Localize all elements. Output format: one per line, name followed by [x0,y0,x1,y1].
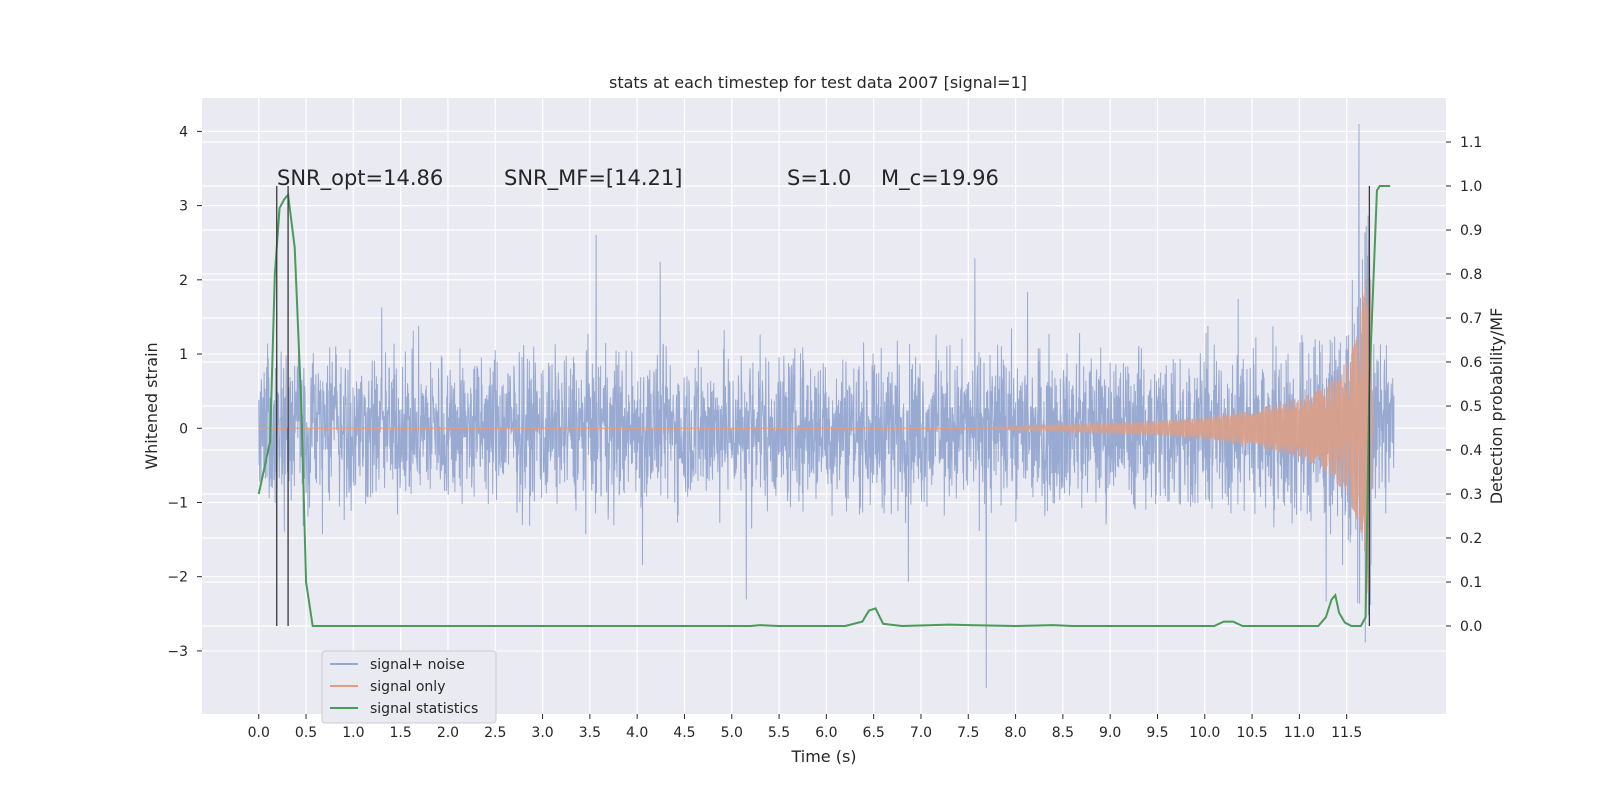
x-tick-label-15: 7.5 [957,725,979,741]
legend-label-statistics: signal statistics [370,701,478,717]
noise-series [258,123,1395,689]
noise-trace [258,123,1395,689]
x-axis-ticks: 0.0 0.5 1.0 1.5 2.0 2.5 3.0 3.5 4.0 4.5 5.0 5.5 6.0 6… [248,714,1362,741]
x-tick-label-6: 3.0 [531,725,553,741]
y-left-tick-label-5: 2 [179,273,188,289]
annotation-snr-opt: SNR_opt=14.86 [277,166,443,191]
annotations: SNR_opt=14.86 SNR_MF=[14.21] S=1.0 M_c=1… [277,166,999,191]
legend-label-signal: signal only [370,679,445,695]
x-tick-label-5: 2.5 [484,725,506,741]
y-right-tick-label-1: 0.1 [1460,575,1482,591]
x-tick-label-8: 4.0 [626,725,648,741]
y-left-tick-label-7: 4 [179,124,188,140]
legend: signal+ noise signal only signal statist… [321,650,497,724]
x-tick-label-10: 5.0 [721,725,743,741]
x-tick-label-21: 10.5 [1236,725,1267,741]
y-left-tick-label-1: −2 [167,570,188,586]
x-tick-label-14: 7.0 [910,725,932,741]
y-right-axis-ticks: 0.0 0.1 0.2 0.3 0.4 0.5 0.6 0.7 0.8 0.9 1.0 1.1 [1446,135,1482,635]
y-right-tick-label-6: 0.6 [1460,355,1482,371]
y-right-tick-label-2: 0.2 [1460,531,1482,547]
signal-series [258,243,1374,593]
x-tick-label-16: 8.0 [1004,725,1026,741]
x-tick-label-22: 11.0 [1284,725,1315,741]
y-right-tick-label-10: 1.0 [1460,179,1482,195]
x-tick-label-20: 10.0 [1189,725,1220,741]
x-tick-label-9: 4.5 [673,725,695,741]
y-left-tick-label-3: 0 [179,421,188,437]
y-right-tick-label-7: 0.7 [1460,311,1482,327]
x-tick-label-2: 1.0 [342,725,364,741]
x-tick-label-4: 2.0 [437,725,459,741]
x-tick-label-1: 0.5 [295,725,317,741]
y-right-tick-label-9: 0.9 [1460,223,1482,239]
x-tick-label-3: 1.5 [390,725,412,741]
y-right-tick-label-5: 0.5 [1460,399,1482,415]
y-left-tick-label-4: 1 [179,347,188,363]
annotation-s: S=1.0 [787,166,851,190]
y-right-axis-label: Detection probability/MF [1487,308,1506,505]
y-right-tick-label-3: 0.3 [1460,487,1482,503]
x-tick-label-23: 11.5 [1331,725,1362,741]
y-right-tick-label-11: 1.1 [1460,135,1482,151]
annotation-mc: M_c=19.96 [881,166,999,191]
x-tick-label-11: 5.5 [768,725,790,741]
y-right-tick-label-0: 0.0 [1460,619,1482,635]
x-tick-label-17: 8.5 [1052,725,1074,741]
signal-trace [258,243,1374,593]
annotation-snr-mf: SNR_MF=[14.21] [504,166,682,191]
statistics-trace [257,185,1391,628]
x-axis-label: Time (s) [790,747,856,766]
chart-title: stats at each timestep for test data 200… [609,73,1027,92]
y-left-tick-label-6: 3 [179,199,188,215]
x-tick-label-12: 6.0 [815,725,837,741]
y-left-tick-label-2: −1 [167,495,188,511]
y-right-tick-label-8: 0.8 [1460,267,1482,283]
x-tick-label-13: 6.5 [863,725,885,741]
y-right-tick-label-4: 0.4 [1460,443,1482,459]
x-tick-label-0: 0.0 [248,725,270,741]
y-left-tick-label-0: −3 [167,644,188,660]
x-tick-label-18: 9.0 [1099,725,1121,741]
x-tick-label-7: 3.5 [579,725,601,741]
y-left-axis-label: Whitened strain [142,342,161,469]
legend-box [321,650,497,724]
legend-label-noise: signal+ noise [370,657,465,673]
y-left-axis-ticks: −3 −2 −1 0 1 2 3 4 [167,124,202,660]
statistics-series [257,185,1391,628]
x-tick-label-19: 9.5 [1146,725,1168,741]
marker-lines [276,186,1371,626]
